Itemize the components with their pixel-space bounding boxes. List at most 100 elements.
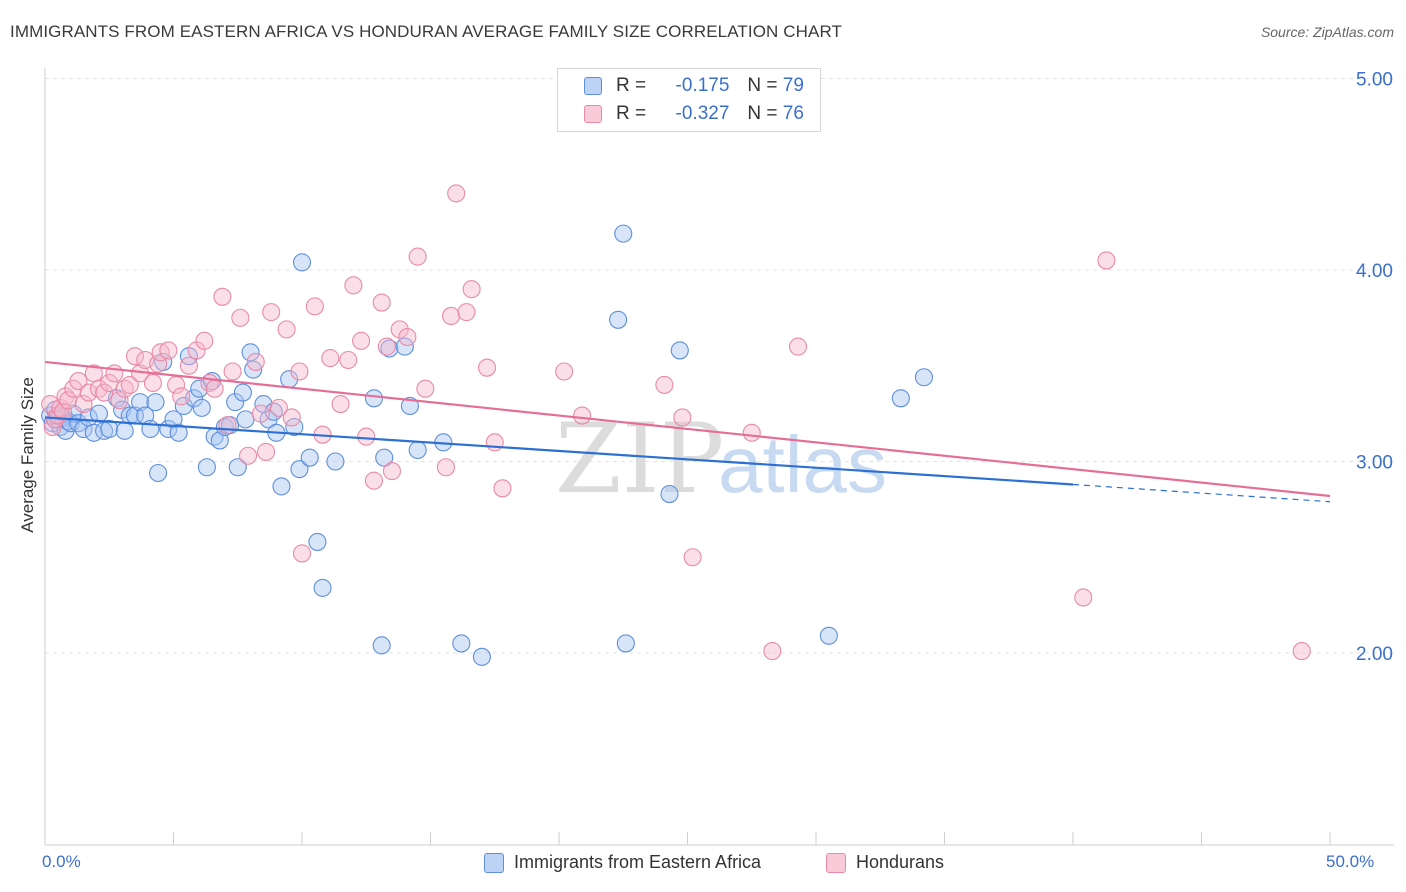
data-point bbox=[290, 362, 309, 381]
data-point bbox=[236, 410, 255, 429]
data-point bbox=[74, 394, 93, 414]
trend-line-pink bbox=[44, 360, 1331, 498]
data-point bbox=[457, 303, 476, 322]
data-point bbox=[609, 310, 628, 329]
data-point bbox=[398, 327, 417, 347]
data-point bbox=[179, 356, 198, 375]
data-point bbox=[292, 253, 312, 272]
data-point bbox=[269, 398, 288, 417]
data-point bbox=[382, 462, 402, 481]
data-point bbox=[226, 393, 245, 412]
data-point bbox=[195, 331, 214, 350]
data-point bbox=[1292, 642, 1311, 661]
data-point bbox=[914, 368, 933, 387]
data-point bbox=[485, 433, 504, 452]
data-point bbox=[151, 343, 170, 362]
data-point bbox=[110, 391, 129, 410]
y-tick-label: 3.00 bbox=[1356, 453, 1393, 474]
bottom-legend-label-pink: Hondurans bbox=[856, 852, 945, 872]
data-point bbox=[205, 379, 224, 398]
correlation-legend: R = -0.175 N = 79 R = -0.327 N = 76 bbox=[557, 68, 821, 132]
legend-row-pink: R = -0.327 N = 76 bbox=[584, 101, 804, 127]
data-point bbox=[447, 184, 466, 203]
data-point bbox=[192, 398, 211, 417]
trend-lines bbox=[44, 360, 1331, 503]
data-point bbox=[53, 402, 73, 421]
data-point bbox=[321, 349, 340, 368]
data-point bbox=[277, 320, 296, 339]
legend-swatch-pink bbox=[584, 105, 602, 123]
data-point bbox=[344, 276, 363, 295]
data-point bbox=[400, 396, 419, 416]
data-point bbox=[89, 404, 109, 423]
legend-r-value: -0.175 bbox=[675, 75, 730, 96]
data-point bbox=[149, 354, 168, 373]
data-point bbox=[300, 448, 319, 467]
data-point bbox=[115, 421, 134, 440]
legend-swatch-blue bbox=[584, 77, 602, 95]
data-point bbox=[372, 636, 391, 655]
data-point bbox=[100, 419, 119, 438]
data-point bbox=[290, 460, 309, 479]
legend-n-value: 79 bbox=[782, 75, 804, 96]
data-point bbox=[308, 532, 327, 551]
data-point bbox=[231, 308, 250, 327]
data-point bbox=[251, 404, 270, 423]
data-point bbox=[352, 331, 371, 350]
data-point bbox=[313, 578, 332, 597]
data-point bbox=[218, 416, 237, 435]
data-point bbox=[477, 358, 497, 377]
data-point bbox=[238, 446, 258, 465]
data-point bbox=[364, 389, 384, 408]
data-point bbox=[331, 394, 350, 414]
data-point bbox=[372, 293, 391, 312]
axes bbox=[44, 68, 1394, 846]
data-point bbox=[210, 431, 229, 450]
data-point bbox=[408, 440, 427, 460]
data-point bbox=[493, 479, 512, 498]
data-point bbox=[788, 337, 808, 356]
data-point bbox=[169, 423, 188, 442]
data-point bbox=[228, 458, 247, 477]
data-point bbox=[819, 626, 838, 645]
data-point bbox=[614, 224, 633, 243]
data-point bbox=[272, 477, 291, 496]
y-axis-label: Average Family Size bbox=[18, 377, 37, 533]
data-point bbox=[292, 544, 312, 563]
y-tick-labels: 2.00 3.00 4.00 5.00 bbox=[1356, 70, 1393, 666]
data-point bbox=[442, 306, 461, 326]
data-point bbox=[95, 383, 114, 402]
data-point bbox=[416, 379, 435, 398]
legend-row-blue: R = -0.175 N = 79 bbox=[584, 73, 804, 99]
data-point bbox=[1074, 588, 1093, 607]
data-point bbox=[380, 339, 399, 358]
data-point bbox=[213, 287, 232, 306]
data-point bbox=[375, 448, 394, 467]
x-axis-max-label: 50.0% bbox=[1326, 852, 1375, 871]
legend-n-value: 76 bbox=[782, 103, 804, 124]
data-point bbox=[408, 247, 427, 266]
source-label: Source: ZipAtlas.com bbox=[1260, 24, 1394, 40]
data-point bbox=[390, 320, 409, 339]
data-point bbox=[573, 406, 592, 425]
data-point bbox=[339, 350, 358, 370]
data-point bbox=[673, 408, 692, 427]
trend-line-blue-dashed bbox=[1072, 483, 1331, 503]
data-point bbox=[670, 341, 689, 360]
data-point bbox=[357, 427, 376, 446]
y-tick-label: 4.00 bbox=[1356, 261, 1393, 282]
legend-r-label: R = bbox=[616, 75, 647, 96]
legend-n-label: N = bbox=[747, 75, 778, 96]
data-point bbox=[197, 458, 216, 477]
data-point bbox=[616, 634, 635, 653]
data-point bbox=[149, 463, 168, 483]
data-point bbox=[256, 442, 276, 461]
y-tick-label: 2.00 bbox=[1356, 644, 1393, 665]
data-point bbox=[282, 408, 301, 427]
data-point bbox=[69, 372, 88, 391]
y-tick-label: 5.00 bbox=[1356, 70, 1393, 91]
bottom-legend-swatch-blue bbox=[484, 852, 504, 873]
data-point bbox=[120, 375, 139, 394]
legend-n-label: N = bbox=[747, 103, 778, 124]
